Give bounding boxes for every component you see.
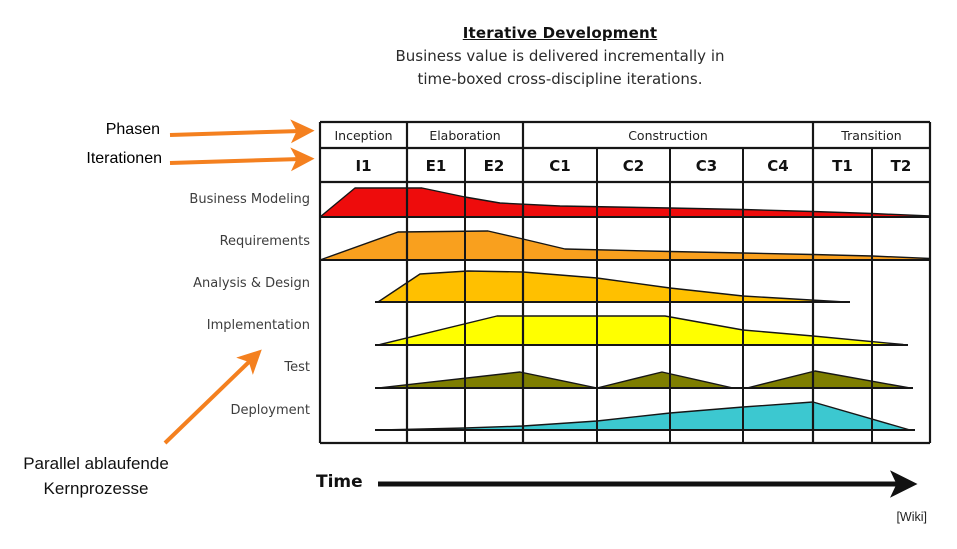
hump-test [377, 370, 911, 389]
subtitle-line-2: time-boxed cross-discipline iterations. [417, 70, 703, 88]
time-axis-label: Time [316, 472, 363, 492]
header-block: Iterative Development Business value is … [160, 24, 957, 91]
phase-cell-inception: Inception [334, 128, 392, 143]
subtitle-line-1: Business value is delivered incrementall… [395, 47, 725, 65]
parallel-label-line-2: Kernprozesse [43, 479, 149, 498]
phases-annotation-label: Phasen [105, 121, 160, 138]
iteration-cell-c3: C3 [696, 157, 717, 175]
iterations-annotation-label: Iterationen [86, 150, 162, 167]
parallel-processes-label: Parallel ablaufende Kernprozesse [0, 451, 192, 501]
iteration-cell-c4: C4 [767, 157, 788, 175]
iteration-cell-i1: I1 [355, 157, 371, 175]
iteration-cell-e1: E1 [426, 157, 447, 175]
phases-pointer-arrow [169, 119, 315, 144]
source-citation: [Wiki] [896, 510, 927, 524]
phase-cell-elaboration: Elaboration [429, 128, 500, 143]
hump-implementation [377, 315, 904, 346]
row-label-implementation: Implementation [206, 318, 310, 333]
row-label-requirements: Requirements [219, 234, 310, 249]
hump-requirements [319, 230, 931, 261]
page-subtitle: Business value is delivered incrementall… [160, 45, 957, 91]
row-label-analysis-design: Analysis & Design [193, 276, 310, 291]
iteration-cell-c2: C2 [623, 157, 644, 175]
iteration-cell-t2: T2 [891, 157, 912, 175]
iteration-cell-c1: C1 [549, 157, 570, 175]
iteration-cell-e2: E2 [484, 157, 505, 175]
phase-cell-transition: Transition [840, 128, 901, 143]
row-label-business-modeling: Business Modeling [189, 192, 310, 207]
phase-cell-construction: Construction [628, 128, 708, 143]
row-label-deployment: Deployment [230, 403, 310, 418]
hump-business-modeling [319, 187, 931, 218]
iteration-cell-t1: T1 [832, 157, 853, 175]
hump-analysis-design [377, 270, 846, 303]
hump-deployment [377, 401, 911, 431]
parallel-label-line-1: Parallel ablaufende [23, 454, 169, 473]
iterations-pointer-arrow [169, 147, 315, 172]
page-title: Iterative Development [462, 24, 658, 42]
row-label-test: Test [284, 360, 310, 375]
